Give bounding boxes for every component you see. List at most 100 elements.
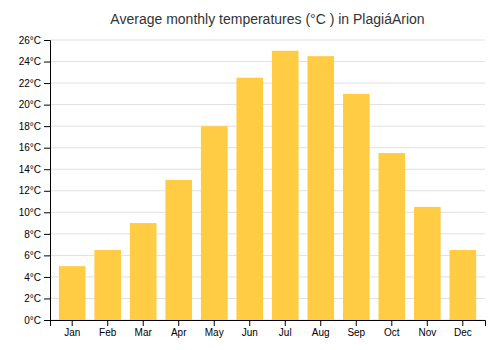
y-tick-label: 6°C: [24, 250, 41, 261]
y-tick-label: 10°C: [19, 207, 41, 218]
x-tick: Mar: [135, 320, 153, 338]
grid-line: [50, 169, 485, 170]
bar: [94, 250, 121, 320]
x-tick-mark: [391, 320, 392, 326]
y-tick: 0°C: [24, 315, 50, 326]
x-tick: May: [205, 320, 224, 338]
y-tick-label: 26°C: [19, 35, 41, 46]
x-tick-mark: [285, 320, 286, 326]
y-tick-mark: [44, 255, 50, 256]
chart: 0°C 2°C 4°C 6°C 8°C 10°C 12°C 14°C 16°C 18°C 20°C 2…: [0, 0, 500, 350]
y-tick-mark: [44, 191, 50, 192]
bar: [59, 266, 86, 320]
x-axis-line: [51, 321, 486, 327]
y-tick: 12°C: [19, 185, 50, 196]
y-tick-mark: [44, 83, 50, 84]
grid-line: [50, 83, 485, 84]
y-tick-label: 22°C: [19, 78, 41, 89]
y-tick-mark: [44, 105, 50, 106]
y-tick: 14°C: [19, 164, 50, 175]
y-tick-mark: [44, 40, 50, 41]
x-tick-mark: [107, 320, 108, 326]
y-tick: 26°C: [19, 35, 50, 46]
x-tick: Jul: [279, 320, 292, 338]
y-tick: 22°C: [19, 78, 50, 89]
y-tick-mark: [44, 298, 50, 299]
bar: [165, 180, 192, 320]
y-tick: 16°C: [19, 142, 50, 153]
y-tick: 2°C: [24, 293, 50, 304]
x-tick-label: Nov: [418, 327, 436, 338]
y-tick-label: 4°C: [24, 272, 41, 283]
x-tick-mark: [72, 320, 73, 326]
grid-line: [50, 147, 485, 148]
x-tick: Nov: [418, 320, 436, 338]
x-tick-label: May: [205, 327, 224, 338]
y-axis-line: [44, 41, 51, 321]
y-tick-label: 24°C: [19, 56, 41, 67]
bar: [378, 153, 405, 320]
y-tick-mark: [44, 277, 50, 278]
bar: [201, 126, 228, 320]
y-tick-mark: [44, 234, 50, 235]
grid-line: [50, 40, 485, 41]
x-tick-label: Mar: [135, 327, 153, 338]
grid-line: [50, 61, 485, 62]
x-tick: Jun: [242, 320, 258, 338]
x-tick: Apr: [171, 320, 187, 338]
x-tick: Aug: [312, 320, 330, 338]
x-tick-mark: [178, 320, 179, 326]
y-tick: 4°C: [24, 272, 50, 283]
x-tick: Oct: [384, 320, 400, 338]
x-tick-mark: [320, 320, 321, 326]
y-tick: 6°C: [24, 250, 50, 261]
y-tick-label: 0°C: [24, 315, 41, 326]
y-tick-mark: [44, 212, 50, 213]
y-tick-label: 2°C: [24, 293, 41, 304]
grid-line: [50, 126, 485, 127]
x-tick: Sep: [347, 320, 365, 338]
y-tick: 8°C: [24, 229, 50, 240]
grid-line: [50, 190, 485, 191]
title: Average monthly temperatures (°C ) in Pl…: [110, 11, 424, 27]
x-tick-label: Jul: [279, 327, 292, 338]
y-axis: 0°C 2°C 4°C 6°C 8°C 10°C 12°C 14°C 16°C 18°C 20°C 2…: [19, 35, 51, 326]
x-tick: Dec: [454, 320, 472, 338]
x-tick-label: Dec: [454, 327, 472, 338]
bar: [130, 223, 157, 320]
x-tick-mark: [462, 320, 463, 326]
y-tick: 10°C: [19, 207, 50, 218]
bar: [414, 207, 441, 320]
bar: [307, 56, 334, 320]
plot: 0°C 2°C 4°C 6°C 8°C 10°C 12°C 14°C 16°C 18°C 20°C 2…: [19, 35, 486, 338]
y-tick-label: 16°C: [19, 142, 41, 153]
x-tick-label: Feb: [99, 327, 117, 338]
x-tick: Feb: [99, 320, 117, 338]
x-tick-label: Sep: [347, 327, 365, 338]
y-tick: 20°C: [19, 99, 50, 110]
bar: [236, 78, 263, 320]
x-tick-mark: [356, 320, 357, 326]
y-tick-label: 20°C: [19, 99, 41, 110]
x-tick-label: Apr: [171, 327, 187, 338]
x-tick-mark: [143, 320, 144, 326]
x-tick-label: Jan: [64, 327, 80, 338]
y-tick: 18°C: [19, 121, 50, 132]
x-tick-label: Jun: [242, 327, 258, 338]
y-tick-mark: [44, 148, 50, 149]
y-tick-label: 18°C: [19, 121, 41, 132]
x-tick: Jan: [64, 320, 80, 338]
bars: [59, 51, 476, 320]
grid: [50, 40, 485, 320]
y-tick-label: 14°C: [19, 164, 41, 175]
x-tick-mark: [427, 320, 428, 326]
x-axis: Jan Feb Mar Apr May Jun Jul Aug Sep Oct Nov Dec: [51, 320, 486, 338]
y-tick-mark: [44, 126, 50, 127]
y-tick-label: 8°C: [24, 229, 41, 240]
bar: [449, 250, 476, 320]
y-tick-mark: [44, 320, 50, 321]
y-tick: 24°C: [19, 56, 50, 67]
x-tick-mark: [249, 320, 250, 326]
x-tick-label: Aug: [312, 327, 330, 338]
y-tick-mark: [44, 169, 50, 170]
